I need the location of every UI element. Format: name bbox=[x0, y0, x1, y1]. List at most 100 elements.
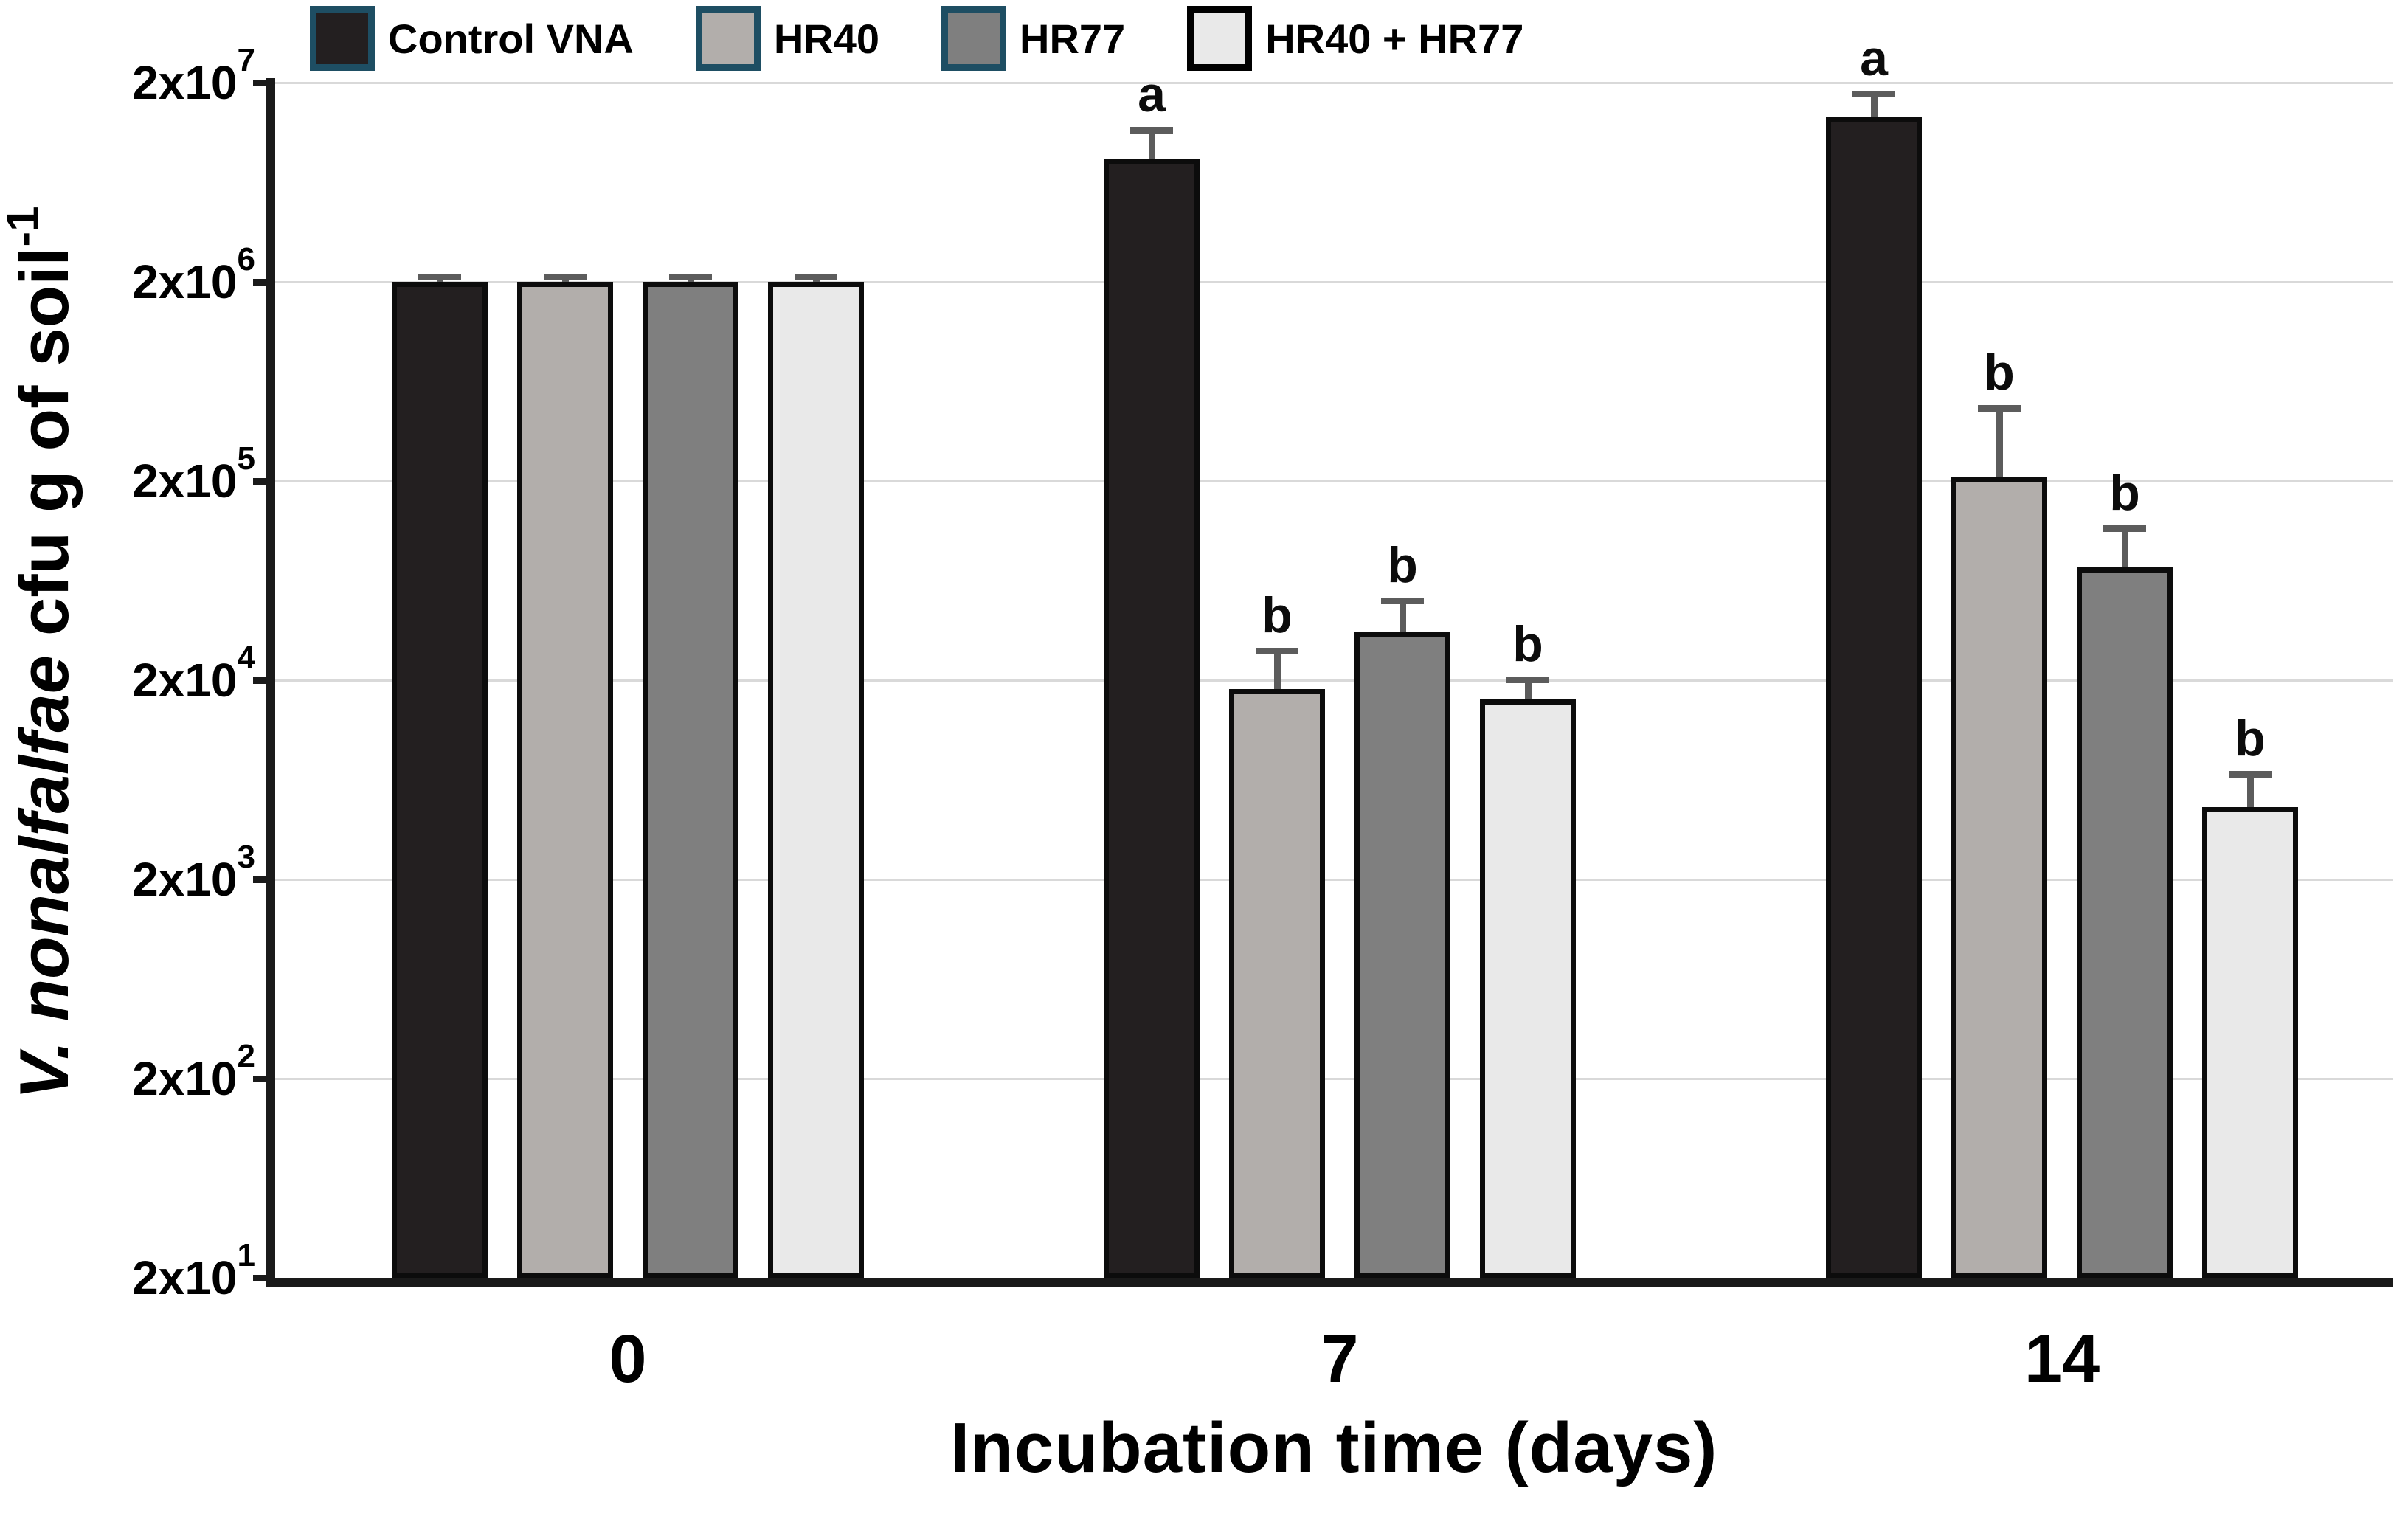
legend-label: Control VNA bbox=[388, 15, 634, 62]
y-tick-base: 2x10 bbox=[132, 454, 238, 508]
error-bar-hr40-day-14 bbox=[1996, 409, 2003, 480]
y-tick-label-2x10e7: 2x107 bbox=[0, 44, 255, 112]
legend-swatch-icon bbox=[695, 6, 761, 71]
error-bar-hr77-day-14 bbox=[2122, 528, 2128, 570]
sig-letter-b-hr40-day-14: b bbox=[1984, 345, 2015, 401]
error-bar-hr40-hr77-day-7 bbox=[1525, 680, 1532, 703]
legend-label: HR77 bbox=[1020, 15, 1126, 62]
bar-hr40-hr77-day-0 bbox=[768, 282, 864, 1278]
y-tick-mark bbox=[253, 478, 275, 485]
y-tick-mark bbox=[253, 80, 275, 86]
y-tick-base: 2x10 bbox=[132, 853, 238, 906]
y-tick-label-2x10e6: 2x106 bbox=[0, 243, 255, 311]
y-axis-line bbox=[266, 78, 275, 1287]
error-cap-hr40-hr77-day-14 bbox=[2229, 771, 2272, 778]
y-tick-base: 2x10 bbox=[132, 654, 238, 707]
gridline-2x10e2 bbox=[274, 1078, 2393, 1080]
error-cap-control-vna-day-7 bbox=[1130, 126, 1173, 134]
error-bar-hr40-hr77-day-14 bbox=[2247, 775, 2254, 811]
bar-hr40-hr77-day-14 bbox=[2202, 807, 2298, 1278]
y-tick-base: 2x10 bbox=[132, 1251, 238, 1304]
error-cap-control-vna-day-14 bbox=[1852, 90, 1895, 97]
y-tick-mark bbox=[253, 677, 275, 684]
bar-hr77-day-0 bbox=[643, 282, 738, 1278]
y-tick-label-2x10e3: 2x103 bbox=[0, 841, 255, 909]
gridline-2x10e7 bbox=[274, 82, 2393, 84]
error-cap-hr40-hr77-day-0 bbox=[795, 274, 837, 281]
error-cap-control-vna-day-0 bbox=[418, 274, 461, 281]
error-bar-control-vna-day-0 bbox=[437, 277, 443, 285]
y-tick-label-2x10e2: 2x102 bbox=[0, 1040, 255, 1108]
y-tick-exponent: 2 bbox=[237, 1038, 255, 1074]
error-cap-hr40-hr77-day-7 bbox=[1506, 677, 1549, 683]
bar-hr77-day-14 bbox=[2077, 567, 2173, 1278]
legend: Control VNA HR40 HR77 HR40 + HR77 bbox=[310, 6, 1523, 71]
x-axis-baseline bbox=[266, 1278, 2393, 1287]
gridline-2x10e3 bbox=[274, 879, 2393, 881]
y-tick-exponent: 6 bbox=[237, 241, 255, 277]
bar-hr40-day-0 bbox=[517, 282, 613, 1278]
y-tick-exponent: 1 bbox=[237, 1237, 255, 1273]
legend-label: HR40 bbox=[773, 15, 880, 62]
legend-item-hr77: HR77 bbox=[941, 6, 1125, 71]
sig-letter-b-hr77-day-7: b bbox=[1387, 536, 1418, 593]
gridline-2x10e4 bbox=[274, 679, 2393, 682]
sig-letter-a-control-vna-day-7: a bbox=[1138, 66, 1166, 122]
error-bar-hr40-day-0 bbox=[562, 277, 569, 285]
sig-letter-b-hr77-day-14: b bbox=[2109, 464, 2140, 521]
y-tick-base: 2x10 bbox=[132, 56, 238, 109]
legend-item-hr40: HR40 bbox=[695, 6, 880, 71]
y-tick-mark bbox=[253, 876, 275, 883]
x-tick-label-day-0: 0 bbox=[609, 1321, 647, 1397]
legend-swatch-icon bbox=[1187, 6, 1253, 71]
y-tick-exponent: 3 bbox=[237, 839, 255, 875]
y-tick-label-2x10e4: 2x104 bbox=[0, 642, 255, 710]
x-tick-label-day-14: 14 bbox=[2024, 1321, 2100, 1397]
legend-swatch-icon bbox=[310, 6, 375, 71]
bar-control-vna-day-7 bbox=[1104, 159, 1200, 1278]
sig-letter-b-hr40-hr77-day-7: b bbox=[1512, 616, 1543, 672]
error-cap-hr77-day-7 bbox=[1381, 597, 1424, 604]
legend-item-control-vna: Control VNA bbox=[310, 6, 634, 71]
y-tick-exponent: 7 bbox=[237, 42, 255, 78]
bar-hr77-day-7 bbox=[1354, 632, 1450, 1278]
error-bar-control-vna-day-7 bbox=[1149, 130, 1155, 162]
bar-control-vna-day-0 bbox=[392, 282, 488, 1278]
error-cap-hr40-day-7 bbox=[1256, 647, 1298, 654]
bar-group-day-14: a b b b bbox=[1826, 32, 2298, 1278]
bar-hr40-hr77-day-7 bbox=[1480, 699, 1576, 1278]
error-bar-hr77-day-7 bbox=[1400, 601, 1406, 635]
x-axis-title: Incubation time (days) bbox=[949, 1408, 1718, 1487]
y-tick-mark bbox=[253, 1275, 275, 1281]
gridline-2x10e6 bbox=[274, 281, 2393, 283]
legend-label: HR40 + HR77 bbox=[1265, 15, 1524, 62]
y-axis-title-superscript: -1 bbox=[0, 206, 49, 247]
x-tick-label-day-7: 7 bbox=[1321, 1321, 1359, 1397]
error-cap-hr77-day-0 bbox=[669, 274, 712, 281]
y-tick-base: 2x10 bbox=[132, 1052, 238, 1105]
y-tick-mark bbox=[253, 279, 275, 286]
y-tick-exponent: 5 bbox=[237, 440, 255, 477]
y-tick-exponent: 4 bbox=[237, 640, 255, 676]
bar-hr40-day-14 bbox=[1951, 477, 2047, 1278]
sig-letter-b-hr40-hr77-day-14: b bbox=[2235, 710, 2266, 767]
legend-item-hr40-hr77: HR40 + HR77 bbox=[1187, 6, 1523, 71]
bar-control-vna-day-14 bbox=[1826, 117, 1922, 1278]
error-cap-hr40-day-0 bbox=[544, 274, 587, 281]
bar-group-day-0 bbox=[392, 83, 864, 1278]
legend-swatch-icon bbox=[941, 6, 1007, 71]
plot-area: a b b b a b b b bbox=[274, 32, 2393, 1278]
y-tick-label-2x10e5: 2x105 bbox=[0, 443, 255, 511]
y-tick-mark bbox=[253, 1076, 275, 1082]
bar-group-day-7: a b b b bbox=[1104, 69, 1576, 1278]
y-tick-label-2x10e1: 2x101 bbox=[0, 1239, 255, 1307]
error-bar-hr77-day-0 bbox=[688, 277, 694, 285]
bar-hr40-day-7 bbox=[1229, 689, 1325, 1278]
y-tick-base: 2x10 bbox=[132, 255, 238, 308]
sig-letter-a-control-vna-day-14: a bbox=[1860, 30, 1888, 86]
error-cap-hr40-day-14 bbox=[1978, 405, 2021, 412]
gridline-2x10e5 bbox=[274, 480, 2393, 482]
error-cap-hr77-day-14 bbox=[2103, 525, 2146, 532]
error-bar-control-vna-day-14 bbox=[1871, 94, 1878, 120]
